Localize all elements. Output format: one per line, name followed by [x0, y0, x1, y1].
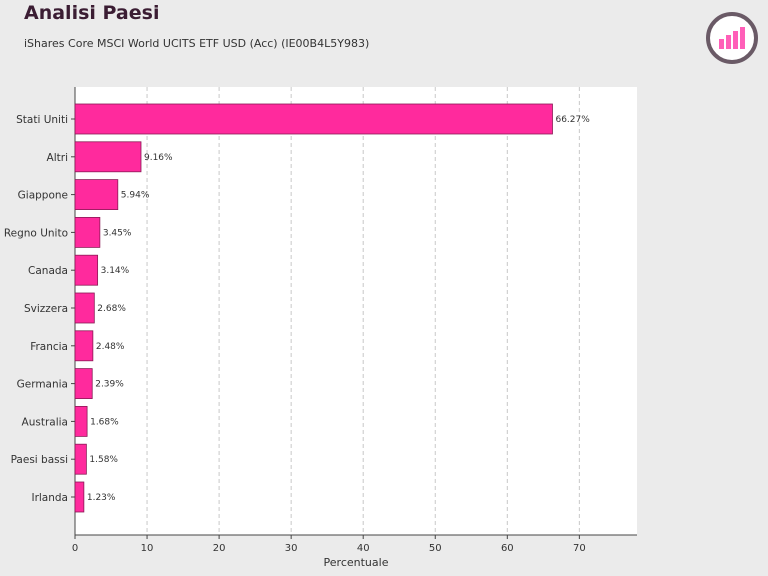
x-tick-label: 60: [501, 543, 514, 554]
bar: [74, 141, 142, 173]
bar: [74, 292, 95, 324]
value-label: 5.94%: [121, 191, 150, 201]
category-label: Giappone: [18, 190, 68, 202]
value-label: 66.27%: [555, 115, 590, 125]
value-label: 3.14%: [101, 266, 130, 276]
category-label: Francia: [30, 341, 68, 353]
brand-logo-icon: [706, 12, 758, 64]
value-label: 2.68%: [97, 304, 126, 314]
bar: [74, 179, 119, 211]
x-tick-label: 40: [357, 543, 370, 554]
x-tick-label: 10: [141, 543, 154, 554]
bar: [74, 216, 101, 248]
category-label: Regno Unito: [4, 227, 68, 239]
value-label: 3.45%: [103, 228, 132, 238]
bar: [74, 330, 94, 362]
category-label: Irlanda: [31, 492, 68, 504]
x-tick-label: 20: [213, 543, 226, 554]
category-label: Stati Uniti: [16, 114, 68, 126]
bar: [74, 481, 85, 513]
value-label: 2.39%: [95, 380, 124, 390]
plot-area: [75, 87, 637, 535]
value-label: 2.48%: [96, 342, 125, 352]
value-label: 1.68%: [90, 417, 119, 427]
category-label: Paesi bassi: [11, 454, 68, 466]
category-label: Germania: [17, 379, 68, 391]
category-label: Svizzera: [24, 303, 68, 315]
category-label: Australia: [22, 416, 68, 428]
value-label: 1.23%: [87, 493, 116, 503]
x-tick-label: 0: [72, 543, 78, 554]
category-label: Canada: [28, 265, 68, 277]
x-tick-label: 30: [285, 543, 298, 554]
bar: [74, 103, 553, 135]
value-label: 9.16%: [144, 153, 173, 163]
page-title: Analisi Paesi: [24, 2, 160, 24]
x-tick-label: 50: [429, 543, 442, 554]
bar: [74, 405, 88, 437]
page-subtitle: iShares Core MSCI World UCITS ETF USD (A…: [24, 37, 370, 50]
bar: [74, 368, 93, 400]
category-label: Altri: [47, 152, 68, 164]
x-axis-title: Percentuale: [324, 556, 389, 569]
value-label: 1.58%: [89, 455, 118, 465]
bar: [74, 443, 87, 475]
x-tick-label: 70: [573, 543, 586, 554]
bar: [74, 254, 99, 286]
